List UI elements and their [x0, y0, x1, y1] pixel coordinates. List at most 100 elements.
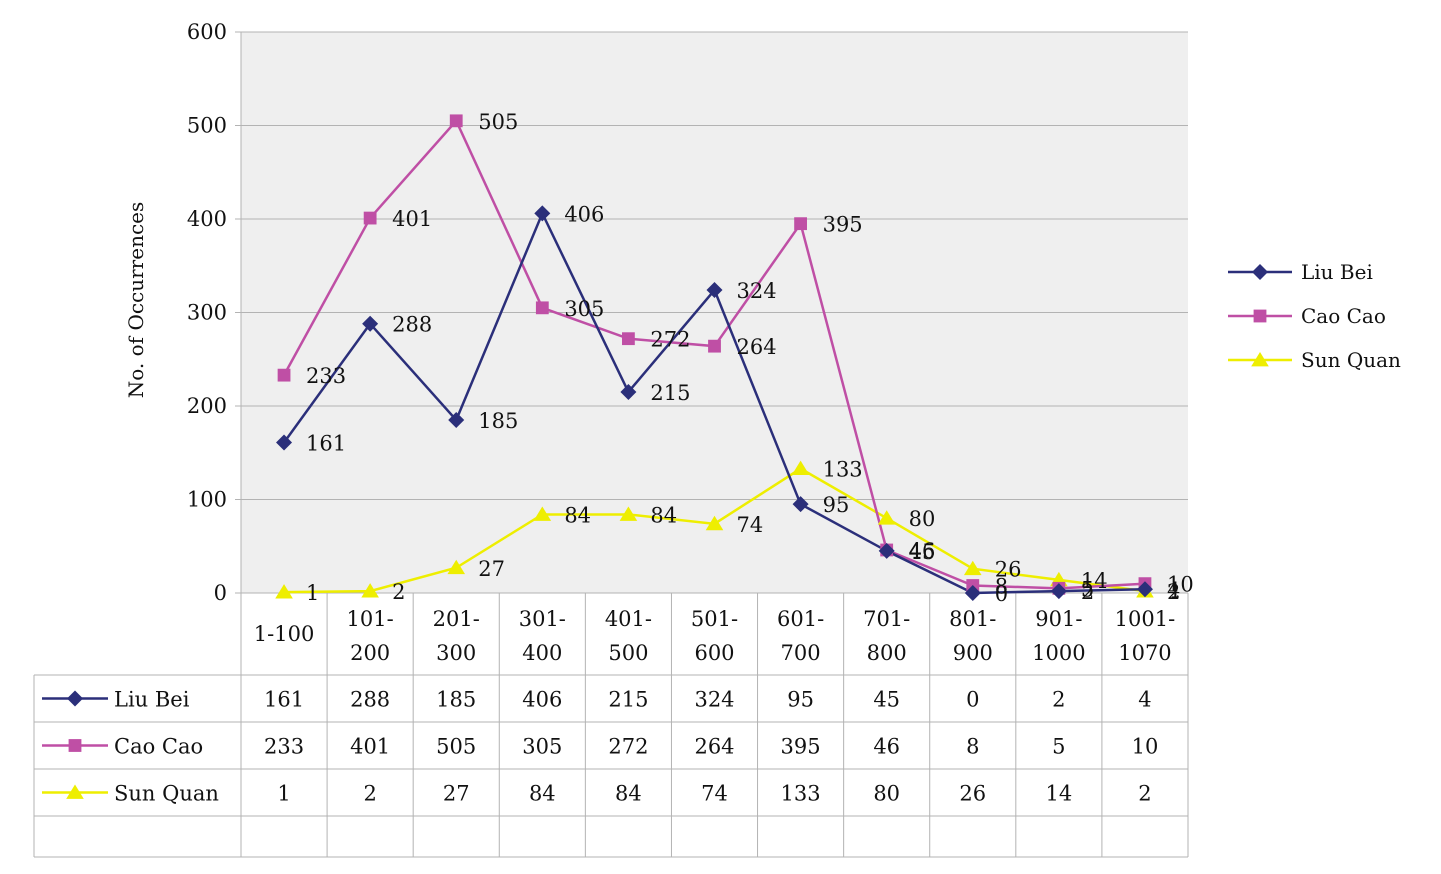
- x-tick-label: 900: [953, 641, 993, 665]
- table-cell: 2: [1052, 688, 1065, 712]
- table-cell: 215: [608, 688, 648, 712]
- x-tick-label: 700: [781, 641, 821, 665]
- data-label: 84: [564, 503, 591, 527]
- data-label: 505: [478, 110, 518, 134]
- table-cell: 406: [522, 688, 562, 712]
- data-label: 233: [306, 364, 346, 388]
- legend-item: Cao Cao: [1228, 304, 1386, 328]
- y-tick-label: 500: [187, 114, 227, 138]
- data-label: 133: [823, 458, 863, 482]
- x-tick-label: 500: [608, 641, 648, 665]
- data-point-diamond: [534, 205, 551, 222]
- legend-label: Liu Bei: [1301, 260, 1373, 284]
- table-cell: 324: [694, 688, 734, 712]
- data-label: 161: [306, 431, 346, 455]
- x-tick-label: 801-: [949, 607, 996, 631]
- table-cell: 505: [436, 735, 476, 759]
- table-cell: 233: [264, 735, 304, 759]
- data-label: 215: [650, 381, 690, 405]
- data-point-triangle: [619, 506, 638, 521]
- y-tick-label: 300: [187, 301, 227, 325]
- legend-item: Sun Quan: [1228, 348, 1401, 372]
- table-cell: 2: [363, 782, 376, 806]
- data-point-diamond: [792, 496, 809, 513]
- data-label: 272: [650, 328, 690, 352]
- table-cell: 161: [264, 688, 304, 712]
- data-label: 10: [1167, 573, 1194, 597]
- data-label: 80: [909, 507, 936, 531]
- table-series-name: Cao Cao: [114, 735, 203, 759]
- data-label: 324: [737, 279, 777, 303]
- data-label: 406: [564, 202, 604, 226]
- table-cell: 0: [966, 688, 979, 712]
- legend-triangle-icon: [1251, 352, 1269, 367]
- data-point-triangle: [963, 560, 982, 576]
- y-tick-label: 400: [187, 207, 227, 231]
- data-label: 4: [1167, 578, 1180, 602]
- table-legend-diamond-icon: [67, 690, 83, 707]
- x-tick-label: 1-100: [254, 622, 315, 646]
- table-series-name: Liu Bei: [114, 688, 190, 712]
- x-tick-label: 200: [350, 641, 390, 665]
- data-label: 45: [909, 540, 936, 564]
- x-tick-label: 1001-: [1115, 607, 1176, 631]
- table-cell: 5: [1052, 735, 1065, 759]
- table-series-name: Sun Quan: [114, 782, 219, 806]
- data-label: 14: [1081, 569, 1108, 593]
- table-cell: 4: [1138, 688, 1151, 712]
- data-point-diamond: [1050, 583, 1067, 600]
- x-tick-label: 300: [436, 641, 476, 665]
- data-label: 185: [478, 409, 518, 433]
- table-cell: 272: [608, 735, 648, 759]
- data-point-square: [622, 332, 635, 346]
- data-label: 2: [1081, 580, 1094, 604]
- table-cell: 401: [350, 735, 390, 759]
- table-cell: 2: [1138, 782, 1151, 806]
- x-tick-label: 501-: [691, 607, 738, 631]
- y-tick-label: 200: [187, 394, 227, 418]
- data-point-diamond: [448, 412, 465, 429]
- data-point-triangle: [447, 559, 466, 575]
- data-point-square: [449, 114, 463, 128]
- x-tick-label: 901-: [1035, 607, 1082, 631]
- data-point-triangle: [877, 510, 896, 525]
- table-cell: 84: [615, 782, 642, 806]
- table-cell: 288: [350, 688, 390, 712]
- data-point-triangle: [705, 515, 724, 531]
- data-point-triangle: [361, 583, 379, 598]
- legend-label: Sun Quan: [1301, 348, 1401, 372]
- data-point-square: [794, 217, 807, 231]
- x-tick-label: 600: [694, 641, 734, 665]
- data-point-square: [363, 211, 377, 225]
- x-tick-label: 701-: [863, 607, 910, 631]
- y-axis-label: No. of Occurrences: [124, 202, 148, 399]
- x-tick-label: 1000: [1032, 641, 1085, 665]
- data-point-square: [277, 368, 291, 382]
- x-tick-label: 601-: [777, 607, 824, 631]
- data-label: 27: [478, 557, 505, 581]
- data-label: 2: [1167, 580, 1180, 604]
- data-label: 288: [392, 313, 432, 337]
- data-point-diamond: [620, 383, 637, 400]
- table-cell: 10: [1132, 735, 1159, 759]
- legend-item: Liu Bei: [1228, 260, 1373, 284]
- y-tick-label: 100: [187, 488, 227, 512]
- data-point-diamond: [276, 434, 293, 451]
- legend-label: Cao Cao: [1301, 304, 1386, 328]
- table-cell: 264: [694, 735, 734, 759]
- table-cell: 1: [277, 782, 290, 806]
- data-label: 2: [392, 580, 405, 604]
- table-cell: 395: [781, 735, 821, 759]
- table-cell: 84: [529, 782, 556, 806]
- data-label: 26: [995, 558, 1022, 582]
- table-cell: 45: [873, 688, 900, 712]
- data-label: 395: [823, 213, 863, 237]
- data-point-triangle: [791, 460, 810, 476]
- x-tick-label: 201-: [433, 607, 480, 631]
- data-label: 264: [737, 335, 777, 359]
- data-point-diamond: [706, 282, 723, 299]
- data-label: 46: [909, 539, 936, 563]
- data-point-diamond: [964, 585, 981, 601]
- table-legend-triangle-icon: [66, 784, 84, 799]
